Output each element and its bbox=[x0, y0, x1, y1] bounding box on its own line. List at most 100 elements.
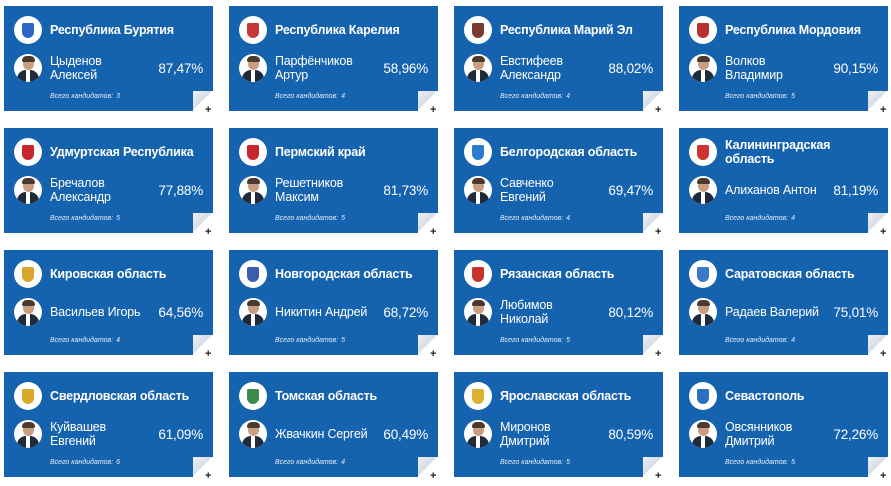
expand-plus-icon[interactable]: + bbox=[880, 348, 887, 360]
expand-plus-icon[interactable]: + bbox=[880, 104, 887, 116]
candidates-label: Всего кандидатов: bbox=[50, 215, 114, 222]
region-result-card[interactable]: Новгородская область Никитин Андрей 68,72%… bbox=[229, 250, 438, 355]
candidates-label: Всего кандидатов: bbox=[50, 459, 114, 466]
region-result-card[interactable]: Удмуртская Республика Бречалов Александр 7… bbox=[4, 128, 213, 233]
shield-icon bbox=[697, 144, 709, 160]
expand-plus-icon[interactable]: + bbox=[880, 470, 887, 482]
vote-percent: 77,88% bbox=[158, 182, 203, 198]
region-result-card[interactable]: Республика Мордовия Волков Владимир 90,15%… bbox=[679, 6, 888, 111]
expand-plus-icon[interactable]: + bbox=[655, 104, 662, 116]
expand-plus-icon[interactable]: + bbox=[880, 226, 887, 238]
region-name: Саратовская область bbox=[725, 267, 855, 281]
candidates-count: Всего кандидатов: 5 bbox=[50, 215, 120, 222]
winner-name: Волков Владимир bbox=[725, 54, 783, 82]
candidate-photo-avatar bbox=[464, 176, 492, 204]
coat-of-arms-icon bbox=[464, 260, 492, 288]
candidates-count: Всего кандидатов: 4 bbox=[275, 93, 345, 100]
candidates-number: 4 bbox=[341, 459, 345, 466]
region-result-card[interactable]: Ярославская область Миронов Дмитрий 80,59%… bbox=[454, 372, 663, 477]
region-result-card[interactable]: Белгородская область Савченко Евгений 69,4… bbox=[454, 128, 663, 233]
candidate-photo-avatar bbox=[14, 298, 42, 326]
candidate-photo-avatar bbox=[689, 420, 717, 448]
expand-plus-icon[interactable]: + bbox=[205, 104, 212, 116]
region-result-card[interactable]: Севастополь Овсянников Дмитрий 72,26% Всего… bbox=[679, 372, 888, 477]
expand-plus-icon[interactable]: + bbox=[205, 226, 212, 238]
shield-icon bbox=[22, 388, 34, 404]
region-result-card[interactable]: Пермский край Решетников Максим 81,73% Всег… bbox=[229, 128, 438, 233]
vote-percent: 90,15% bbox=[833, 60, 878, 76]
expand-plus-icon[interactable]: + bbox=[205, 470, 212, 482]
region-result-card[interactable]: Томская область Жвачкин Сергей 60,49% Всего… bbox=[229, 372, 438, 477]
coat-of-arms-icon bbox=[464, 138, 492, 166]
candidate-photo-avatar bbox=[464, 54, 492, 82]
candidate-photo-avatar bbox=[689, 54, 717, 82]
region-name: Калининградская область bbox=[725, 138, 831, 166]
expand-plus-icon[interactable]: + bbox=[430, 470, 437, 482]
candidates-count: Всего кандидатов: 4 bbox=[725, 337, 795, 344]
coat-of-arms-icon bbox=[239, 138, 267, 166]
region-result-card[interactable]: Саратовская область Радаев Валерий 75,01% В… bbox=[679, 250, 888, 355]
vote-percent: 81,73% bbox=[383, 182, 428, 198]
page-fold-corner bbox=[193, 91, 213, 111]
expand-plus-icon[interactable]: + bbox=[655, 470, 662, 482]
candidates-label: Всего кандидатов: bbox=[275, 337, 339, 344]
shield-icon bbox=[22, 144, 34, 160]
candidates-label: Всего кандидатов: bbox=[275, 215, 339, 222]
candidates-count: Всего кандидатов: 5 bbox=[725, 459, 795, 466]
expand-plus-icon[interactable]: + bbox=[655, 348, 662, 360]
candidates-count: Всего кандидатов: 5 bbox=[725, 93, 795, 100]
candidates-number: 4 bbox=[791, 215, 795, 222]
candidates-number: 5 bbox=[791, 459, 795, 466]
candidates-label: Всего кандидатов: bbox=[275, 459, 339, 466]
coat-of-arms-icon bbox=[464, 382, 492, 410]
candidates-number: 4 bbox=[791, 337, 795, 344]
page-fold-corner bbox=[868, 335, 888, 355]
winner-name: Жвачкин Сергей bbox=[275, 427, 368, 441]
winner-name: Решетников Максим bbox=[275, 176, 344, 204]
candidate-photo-avatar bbox=[14, 176, 42, 204]
winner-name: Любимов Николай bbox=[500, 298, 553, 326]
shield-icon bbox=[472, 266, 484, 282]
expand-plus-icon[interactable]: + bbox=[430, 104, 437, 116]
region-name: Пермский край bbox=[275, 145, 366, 159]
expand-plus-icon[interactable]: + bbox=[430, 226, 437, 238]
region-name: Томская область bbox=[275, 389, 378, 403]
region-result-card[interactable]: Республика Карелия Парфёнчиков Артур 58,96… bbox=[229, 6, 438, 111]
vote-percent: 80,59% bbox=[608, 426, 653, 442]
vote-percent: 81,19% bbox=[833, 182, 878, 198]
candidates-label: Всего кандидатов: bbox=[275, 93, 339, 100]
expand-plus-icon[interactable]: + bbox=[205, 348, 212, 360]
candidates-label: Всего кандидатов: bbox=[50, 93, 114, 100]
winner-name: Евстифеев Александр bbox=[500, 54, 563, 82]
page-fold-corner bbox=[643, 457, 663, 477]
vote-percent: 61,09% bbox=[158, 426, 203, 442]
candidates-label: Всего кандидатов: bbox=[725, 93, 789, 100]
candidate-photo-avatar bbox=[14, 54, 42, 82]
region-result-card[interactable]: Республика Бурятия Цыденов Алексей 87,47% В… bbox=[4, 6, 213, 111]
shield-icon bbox=[22, 266, 34, 282]
candidates-count: Всего кандидатов: 4 bbox=[500, 215, 570, 222]
region-name: Кировская область bbox=[50, 267, 167, 281]
region-result-card[interactable]: Кировская область Васильев Игорь 64,56% Все… bbox=[4, 250, 213, 355]
candidates-label: Всего кандидатов: bbox=[725, 215, 789, 222]
coat-of-arms-icon bbox=[239, 260, 267, 288]
expand-plus-icon[interactable]: + bbox=[655, 226, 662, 238]
region-result-card[interactable]: Республика Марий Эл Евстифеев Александр 88… bbox=[454, 6, 663, 111]
shield-icon bbox=[472, 144, 484, 160]
expand-plus-icon[interactable]: + bbox=[430, 348, 437, 360]
region-result-card[interactable]: Рязанская область Любимов Николай 80,12% Вс… bbox=[454, 250, 663, 355]
region-result-card[interactable]: Свердловская область Куйвашев Евгений 61,0… bbox=[4, 372, 213, 477]
candidates-number: 5 bbox=[566, 459, 570, 466]
candidates-number: 3 bbox=[116, 93, 120, 100]
region-name: Ярославская область bbox=[500, 389, 632, 403]
region-result-card[interactable]: Калининградская область Алиханов Антон 81,… bbox=[679, 128, 888, 233]
winner-name: Савченко Евгений bbox=[500, 176, 554, 204]
shield-icon bbox=[697, 22, 709, 38]
shield-icon bbox=[247, 144, 259, 160]
coat-of-arms-icon bbox=[14, 382, 42, 410]
candidate-photo-avatar bbox=[239, 176, 267, 204]
region-name: Белгородская область bbox=[500, 145, 638, 159]
shield-icon bbox=[22, 22, 34, 38]
candidates-number: 5 bbox=[341, 337, 345, 344]
winner-name: Алиханов Антон bbox=[725, 183, 817, 197]
